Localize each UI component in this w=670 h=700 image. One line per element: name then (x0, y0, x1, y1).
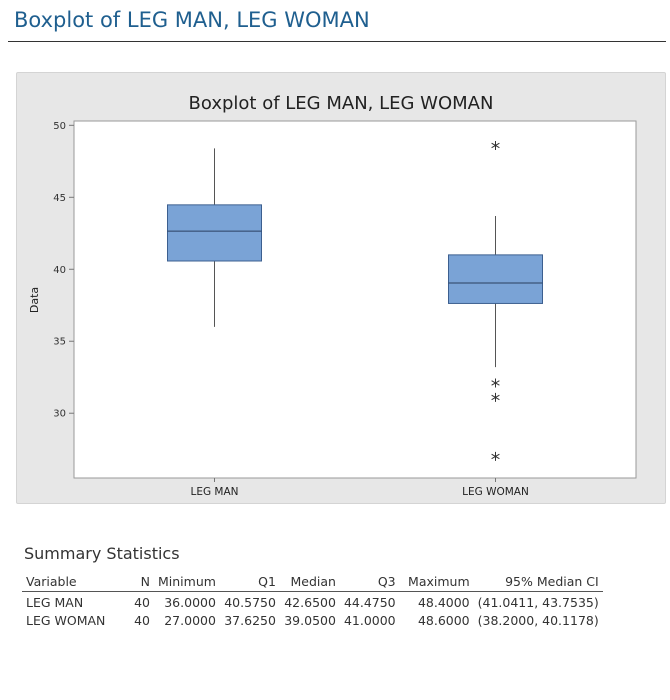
cell-minimum: 27.0000 (164, 613, 216, 628)
plot-area (73, 120, 637, 479)
iqr-box (167, 204, 262, 262)
cell-n: 40 (134, 595, 150, 610)
y-tick-label: 45 (53, 193, 66, 204)
summary-statistics-title: Summary Statistics (24, 544, 180, 563)
cell-median-ci: (38.2000, 40.1178) (477, 613, 599, 628)
column-header-variable: Variable (22, 572, 126, 592)
cell-variable: LEG MAN (26, 595, 84, 610)
outlier-point (491, 451, 500, 461)
cell-q1: 40.5750 (224, 595, 276, 610)
cell-n: 40 (134, 613, 150, 628)
column-header-maximum: Maximum (399, 572, 474, 592)
box-leg-woman: LEG WOMAN (448, 140, 543, 498)
y-tick-label: 40 (53, 265, 66, 276)
outlier-point (491, 140, 500, 150)
cell-q3: 44.4750 (343, 595, 396, 610)
cell-maximum: 48.4000 (417, 595, 470, 610)
table-row: LEG WOMAN 40 27.0000 37.6250 39.0500 41.… (22, 610, 603, 628)
cell-variable: LEG WOMAN (26, 613, 106, 628)
y-tick-label: 35 (53, 337, 66, 348)
table-row: LEG MAN 40 36.0000 40.5750 42.6500 44.47… (22, 592, 603, 610)
cell-median: 42.6500 (284, 595, 336, 610)
title-divider (8, 41, 666, 42)
column-header-n: N (126, 572, 154, 592)
iqr-box (448, 254, 543, 304)
column-header-median-ci: 95% Median CI (473, 572, 603, 592)
box-leg-man: LEG MAN (167, 148, 262, 498)
x-category-label: LEG MAN (190, 486, 238, 498)
boxes-layer: LEG MAN LEG WOMAN (167, 140, 543, 498)
cell-median: 39.0500 (284, 613, 336, 628)
table-header-row: Variable N Minimum Q1 Median Q3 Maximum … (22, 572, 603, 592)
cell-q3: 41.0000 (343, 613, 396, 628)
page-title: Boxplot of LEG MAN, LEG WOMAN (14, 8, 370, 32)
y-axis: 30 35 40 45 50 (53, 121, 74, 420)
x-category-label: LEG WOMAN (462, 486, 529, 498)
cell-maximum: 48.6000 (417, 613, 470, 628)
outlier-point (491, 392, 500, 402)
y-tick-label: 50 (53, 121, 66, 132)
column-header-q1: Q1 (219, 572, 280, 592)
column-header-median: Median (279, 572, 340, 592)
chart-title: Boxplot of LEG MAN, LEG WOMAN (189, 93, 494, 114)
y-tick-label: 30 (53, 409, 66, 420)
summary-statistics-table: Variable N Minimum Q1 Median Q3 Maximum … (22, 572, 603, 628)
column-header-q3: Q3 (339, 572, 400, 592)
boxplot-chart: Boxplot of LEG MAN, LEG WOMAN Data 30 35 4… (28, 93, 637, 498)
cell-minimum: 36.0000 (164, 595, 216, 610)
y-axis-label: Data (28, 287, 41, 313)
outlier-point (491, 378, 500, 388)
cell-q1: 37.6250 (224, 613, 276, 628)
boxplot-chart-panel: Boxplot of LEG MAN, LEG WOMAN Data 30 35 4… (16, 72, 666, 504)
column-header-minimum: Minimum (154, 572, 220, 592)
cell-median-ci: (41.0411, 43.7535) (477, 595, 599, 610)
